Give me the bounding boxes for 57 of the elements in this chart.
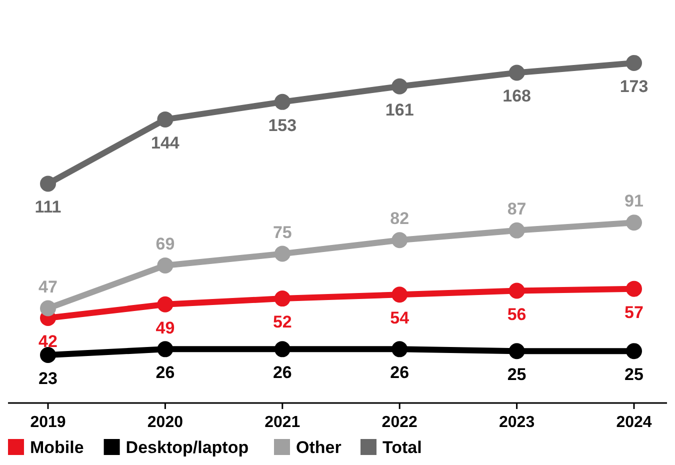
data-label: 87 — [507, 199, 526, 218]
point — [392, 341, 408, 358]
point — [40, 347, 56, 363]
data-label: 91 — [624, 192, 644, 211]
point — [508, 282, 525, 299]
x-tick-label: 2021 — [264, 414, 300, 431]
data-label: 168 — [502, 86, 531, 106]
point — [157, 341, 174, 358]
data-label: 75 — [272, 222, 292, 242]
x-tick-label: 2024 — [616, 414, 652, 431]
point — [392, 78, 408, 94]
data-label: 56 — [507, 304, 526, 324]
point — [508, 222, 525, 238]
data-label: 26 — [156, 363, 175, 382]
data-label: 153 — [268, 116, 297, 135]
point — [40, 176, 56, 192]
data-label: 49 — [156, 318, 175, 338]
data-label: 54 — [390, 308, 410, 328]
data-label: 82 — [390, 209, 410, 228]
point — [508, 343, 525, 360]
point — [274, 246, 290, 262]
x-tick-label: 2019 — [30, 414, 66, 431]
legend-label: Other — [296, 438, 342, 457]
point — [392, 286, 408, 303]
point — [274, 94, 290, 110]
point — [626, 280, 642, 297]
data-label: 69 — [156, 234, 175, 254]
point — [392, 232, 408, 248]
x-tick-label: 2020 — [147, 414, 184, 431]
data-label: 111 — [34, 198, 62, 217]
legend-label: Desktop/laptop — [126, 438, 249, 457]
point — [626, 343, 642, 360]
data-label: 26 — [390, 363, 410, 382]
data-label: 25 — [507, 365, 526, 384]
legend-label: Mobile — [30, 438, 84, 457]
point — [626, 55, 642, 71]
x-tick-label: 2023 — [499, 414, 535, 431]
data-label: 144 — [151, 133, 180, 152]
point — [626, 214, 642, 231]
data-label: 42 — [38, 332, 58, 352]
point — [157, 257, 174, 274]
data-label: 52 — [272, 312, 292, 332]
data-label: 23 — [38, 369, 58, 388]
data-label: 173 — [620, 77, 648, 96]
point — [274, 341, 290, 358]
data-label: 47 — [38, 277, 58, 296]
x-tick-label: 2022 — [382, 414, 418, 431]
point — [508, 64, 525, 81]
data-label: 57 — [624, 302, 644, 322]
data-label: 26 — [272, 363, 292, 382]
data-label: 161 — [385, 100, 414, 120]
legend-label: Total — [382, 438, 422, 457]
point — [157, 111, 174, 128]
data-label: 25 — [624, 365, 644, 384]
point — [40, 300, 56, 316]
point — [274, 290, 290, 307]
point — [157, 296, 174, 312]
